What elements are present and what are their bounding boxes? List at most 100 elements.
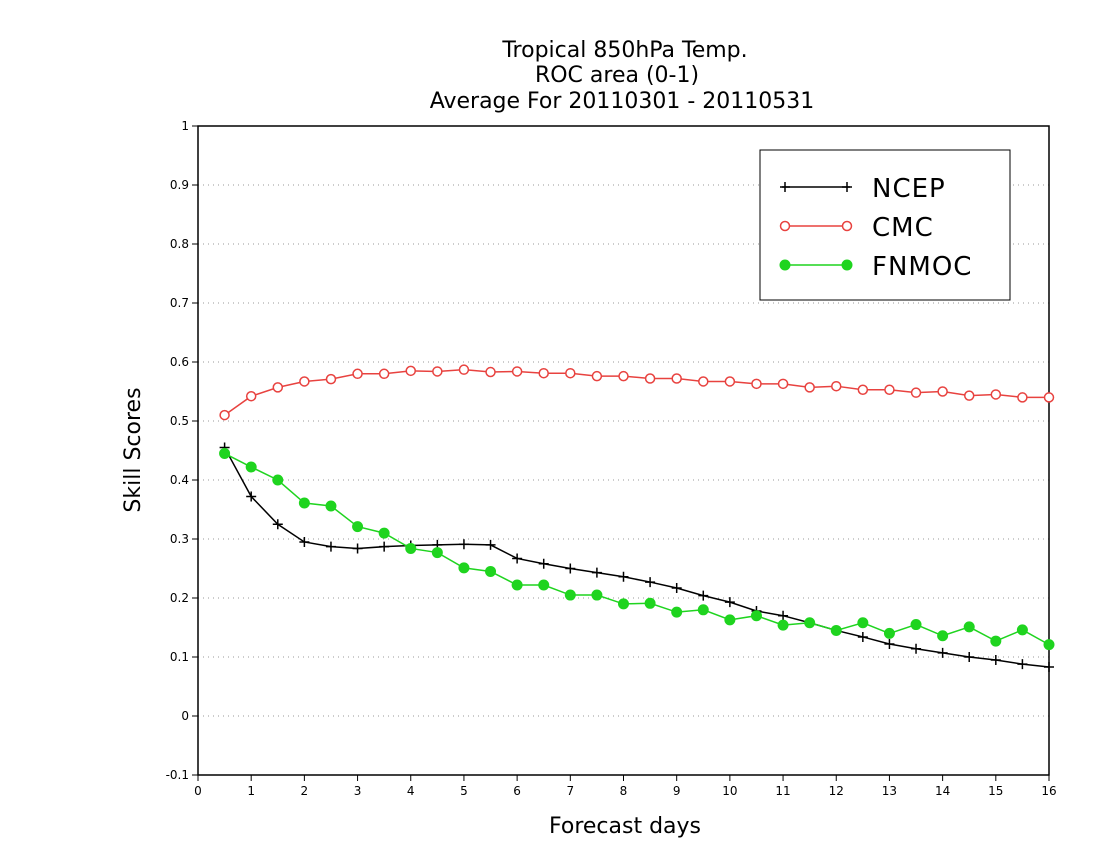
x-tick-label: 10 (722, 784, 737, 798)
x-tick-label: 14 (935, 784, 950, 798)
x-tick-label: 0 (194, 784, 202, 798)
cmc-point (884, 384, 895, 395)
x-tick-label: 5 (460, 784, 468, 798)
ncep-point (990, 654, 1001, 665)
ncep-point (246, 491, 257, 502)
cmc-point (538, 367, 549, 379)
y-tick-label: 0 (181, 709, 189, 723)
fnmoc-point (511, 579, 523, 591)
x-tick-label: 12 (829, 784, 844, 798)
cmc-point (299, 376, 310, 387)
cmc-point (458, 364, 470, 375)
cmc-point (591, 370, 603, 382)
ncep-point (884, 639, 895, 650)
fnmoc-point (219, 447, 231, 459)
fnmoc-point (245, 461, 257, 473)
legend-marker-ncep (780, 182, 790, 192)
chart-title: Tropical 850hPa Temp. ROC area (0-1) Ave… (430, 38, 815, 114)
ncep-point (1044, 662, 1054, 673)
ncep-point (538, 558, 549, 569)
fnmoc-point (431, 547, 443, 559)
x-tick-label: 9 (673, 784, 681, 798)
cmc-point (1043, 392, 1055, 403)
x-tick-label: 6 (513, 784, 521, 798)
cmc-point (405, 365, 416, 377)
cmc-point (831, 380, 842, 392)
ncep-point (272, 519, 283, 530)
cmc-point (671, 373, 682, 384)
fnmoc-point (777, 619, 789, 631)
cmc-point (937, 386, 948, 397)
cmc-point (1017, 392, 1028, 403)
y-tick-label: 0.5 (170, 414, 189, 428)
fnmoc-point (644, 597, 656, 609)
x-tick-label: 13 (882, 784, 897, 798)
fnmoc-point (830, 624, 842, 636)
ncep-point (565, 563, 576, 574)
ncep-point (325, 541, 336, 552)
ncep-series (219, 442, 1054, 673)
x-axis-label: Forecast days (549, 814, 701, 839)
cmc-point (219, 409, 230, 421)
ncep-point (857, 631, 868, 642)
fnmoc-point (272, 474, 284, 486)
cmc-point (378, 368, 390, 380)
ncep-point (591, 567, 602, 578)
legend-marker-cmc (841, 220, 853, 232)
ncep-point (911, 643, 922, 654)
cmc-point (272, 382, 284, 393)
y-tick-label: -0.1 (166, 768, 189, 782)
y-tick-label: 0.9 (170, 178, 189, 192)
ncep-point (698, 590, 709, 601)
cmc-point (724, 376, 736, 387)
x-tick-label: 16 (1041, 784, 1056, 798)
x-tick-label: 1 (247, 784, 255, 798)
fnmoc-point (990, 635, 1002, 647)
fnmoc-point (963, 621, 975, 633)
chart-title-line-3: Average For 20110301 - 20110531 (430, 89, 815, 114)
fnmoc-point (671, 606, 683, 618)
cmc-point (751, 378, 762, 390)
cmc-point (485, 366, 496, 378)
y-tick-label: 0.7 (170, 296, 189, 310)
cmc-point (511, 366, 523, 377)
ncep-point (485, 539, 496, 550)
fnmoc-point (697, 604, 709, 616)
fnmoc-point (618, 598, 629, 610)
data-series (219, 364, 1055, 673)
ncep-point (778, 610, 789, 621)
fnmoc-point (724, 614, 736, 626)
x-tick-label: 3 (354, 784, 362, 798)
cmc-point (352, 368, 363, 380)
fnmoc-point (910, 619, 922, 631)
axes: -0.100.10.20.30.40.50.60.70.80.910 1 2 3 4 5 6… (166, 119, 1057, 798)
ncep-point (671, 582, 682, 593)
fnmoc-line (224, 452, 1050, 646)
x-tick-label: 4 (407, 784, 415, 798)
ncep-point (645, 577, 656, 588)
fnmoc-point (564, 589, 576, 601)
fnmoc-point (458, 562, 470, 574)
x-tick-label: 15 (988, 784, 1003, 798)
fnmoc-point (1043, 639, 1055, 651)
x-tick-label: 8 (620, 784, 628, 798)
cmc-line (224, 368, 1049, 416)
ncep-point (964, 652, 975, 662)
ncep-point (299, 536, 310, 547)
y-tick-label: 0.3 (170, 532, 189, 546)
chart-title-line-2: ROC area (0-1) (535, 63, 699, 88)
fnmoc-point (857, 617, 869, 629)
cmc-point (857, 384, 869, 395)
fnmoc-point (378, 527, 390, 539)
fnmoc-point (298, 497, 310, 509)
legend-marker-cmc (779, 220, 791, 232)
y-tick-label: 0.1 (170, 650, 189, 664)
fnmoc-point (352, 521, 364, 533)
chart-title-line-1: Tropical 850hPa Temp. (501, 38, 747, 63)
legend: NCEP CMC FNMOC (779, 174, 971, 282)
ncep-point (352, 543, 363, 554)
fnmoc-point (485, 565, 497, 577)
cmc-point (644, 373, 656, 384)
y-axis-label: Skill Scores (121, 387, 146, 512)
ncep-point (724, 597, 735, 608)
